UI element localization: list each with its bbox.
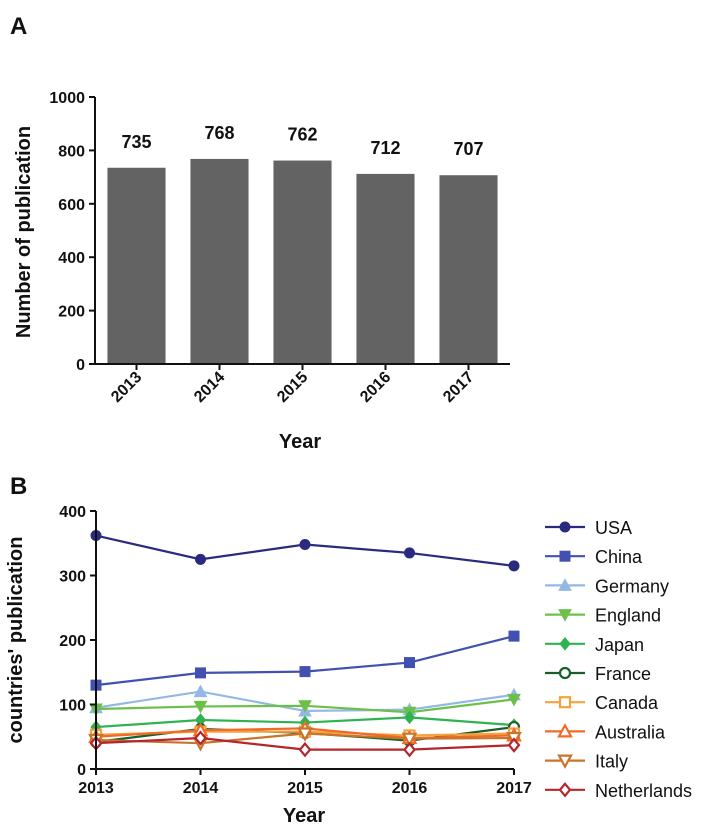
y-tick-label: 200: [59, 633, 86, 650]
data-point: [558, 696, 572, 709]
data-point: [507, 737, 521, 753]
panel-b: B 0 100 200 300 400 2013 2014 2015 2016 2017 USA C…: [5, 473, 692, 827]
data-point: [193, 700, 208, 714]
panel-a-y-axis-title: Number of publication: [13, 126, 35, 338]
bar: [439, 175, 498, 364]
bar-value-label: 768: [204, 123, 234, 143]
data-point: [559, 550, 571, 562]
data-point: [297, 727, 313, 742]
x-tick-label: 2017: [440, 369, 477, 406]
bar-value-label: 707: [453, 139, 483, 159]
bar-value-label: 712: [370, 138, 400, 158]
panel-b-x-axis-title: Year: [283, 805, 325, 827]
data-point: [403, 710, 416, 725]
legend-label: France: [595, 664, 651, 684]
data-point: [558, 666, 572, 680]
bar-value-label: 762: [287, 125, 317, 145]
bar: [273, 160, 332, 364]
data-point: [194, 730, 207, 746]
legend-item: Germany: [545, 576, 669, 596]
data-point: [403, 741, 416, 758]
y-tick-label: 100: [59, 698, 86, 715]
legend-item: Canada: [545, 693, 659, 713]
legend-label: Italy: [595, 752, 628, 772]
y-tick-label: 1000: [49, 90, 85, 107]
bar: [356, 173, 415, 364]
legend-item: China: [545, 547, 643, 567]
y-tick-label: 800: [58, 143, 85, 160]
legend-label: Germany: [595, 576, 669, 596]
data-point: [404, 657, 415, 669]
y-tick-label: 200: [58, 304, 85, 321]
series-usa: [90, 530, 520, 572]
legend-label: USA: [595, 518, 632, 538]
legend-item: Netherlands: [545, 781, 692, 801]
data-point: [558, 609, 572, 622]
legend-label: Netherlands: [595, 781, 692, 801]
data-point: [557, 754, 573, 769]
data-point: [299, 539, 311, 551]
y-tick-label: 600: [58, 197, 85, 214]
panel-b-label: B: [10, 473, 27, 500]
legend-item: Japan: [545, 635, 644, 655]
legend: USA China Germany England Japan France Canada A…: [545, 518, 692, 801]
data-point: [559, 521, 571, 533]
panel-a-x-axis-title: Year: [279, 431, 321, 453]
data-point: [507, 693, 521, 707]
x-tick-label: 2015: [274, 369, 311, 406]
series-china: [90, 630, 520, 691]
bar-value-label: 735: [121, 132, 151, 152]
data-point: [508, 560, 520, 572]
legend-item: Italy: [545, 752, 628, 772]
data-point: [195, 553, 206, 565]
legend-item: France: [545, 664, 651, 684]
panel-b-axes: 0 100 200 300 400 2013 2014 2015 2016 2017: [59, 504, 532, 797]
data-point: [558, 782, 572, 798]
bar: [190, 158, 249, 364]
x-tick-label: 2013: [78, 780, 114, 797]
y-tick-label: 300: [59, 569, 86, 586]
legend-item: Australia: [545, 722, 666, 742]
data-point: [558, 578, 572, 591]
data-point: [299, 666, 311, 678]
legend-item: USA: [545, 518, 632, 538]
panel-a-label: A: [10, 13, 27, 40]
x-tick-label: 2017: [496, 780, 532, 797]
legend-label: Australia: [595, 722, 666, 742]
y-tick-label: 400: [58, 250, 85, 267]
data-point: [557, 723, 573, 738]
data-point: [508, 630, 520, 642]
line-series-group: [88, 530, 522, 758]
legend-label: England: [595, 606, 661, 626]
data-point: [559, 637, 571, 651]
x-tick-label: 2016: [357, 369, 394, 406]
data-point: [404, 547, 415, 559]
x-tick-label: 2013: [108, 369, 145, 406]
y-tick-label: 400: [59, 504, 86, 521]
data-point: [298, 741, 312, 758]
x-tick-label: 2014: [191, 369, 228, 406]
bar: [107, 167, 166, 364]
panel-a: A 735 768 762 712 707 2013 2014 2015 2016 2017 0 2…: [10, 13, 510, 453]
x-tick-label: 2015: [287, 780, 323, 797]
data-point: [193, 684, 208, 698]
x-tick-label: 2016: [392, 780, 428, 797]
data-point: [401, 732, 418, 747]
panel-b-y-axis-title: countries' publication: [5, 537, 27, 744]
legend-label: Japan: [595, 635, 644, 655]
legend-item: England: [545, 606, 661, 626]
y-tick-label: 0: [76, 357, 85, 374]
series-line: [95, 635, 515, 687]
y-tick-label: 0: [77, 762, 86, 779]
legend-label: China: [595, 547, 643, 567]
legend-label: Canada: [595, 693, 659, 713]
data-point: [195, 667, 206, 679]
bar-series: 735 768 762 712 707: [107, 123, 498, 364]
x-tick-label: 2014: [183, 780, 219, 797]
data-point: [298, 700, 312, 713]
